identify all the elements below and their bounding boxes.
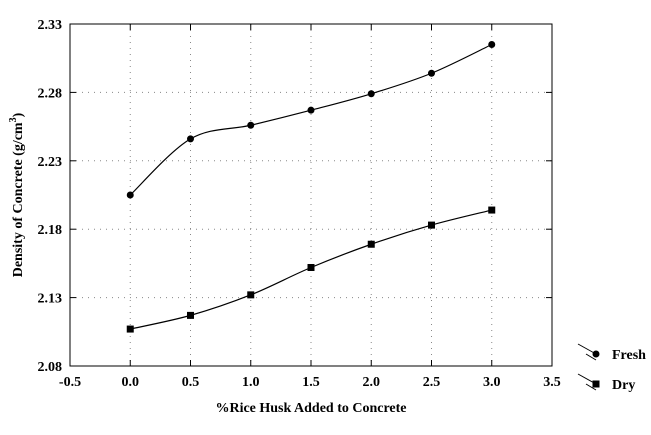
series-line-fresh xyxy=(129,43,493,196)
data-point-fresh xyxy=(428,69,435,77)
y-tick-labels: 2.08 2.13 2.18 2.23 2.28 2.33 xyxy=(38,18,63,375)
y-axis-label-main: Density of Concrete (g/cm xyxy=(11,122,26,277)
x-tick-labels: -0.5 0.0 0.5 1.0 1.5 2.0 2.5 3.0 3.5 xyxy=(59,375,561,390)
y-axis-label-superscript: 3 xyxy=(8,117,19,122)
data-point-fresh xyxy=(307,106,315,114)
legend-label-dry: Dry xyxy=(612,378,635,393)
x-tick-label: 1.5 xyxy=(302,375,320,390)
legend: Fresh Dry xyxy=(577,343,646,393)
x-tick-label: 3.0 xyxy=(483,375,501,390)
plot-frame xyxy=(69,23,553,367)
legend-marker-fresh xyxy=(592,350,600,358)
legend-entry-dry: Dry xyxy=(577,373,635,393)
x-tick-label: 1.0 xyxy=(242,375,260,390)
x-tick-label: 3.5 xyxy=(543,375,561,390)
y-tick-label: 2.08 xyxy=(38,360,63,375)
x-tick-label: 0.5 xyxy=(182,375,200,390)
legend-line-tail-fresh xyxy=(585,353,597,361)
grid xyxy=(70,24,552,366)
x-tick-label: 2.5 xyxy=(423,375,441,390)
legend-entry-fresh: Fresh xyxy=(577,343,646,363)
x-tick-label: -0.5 xyxy=(59,375,81,390)
y-tick-label: 2.13 xyxy=(38,292,63,307)
legend-marker-dry xyxy=(592,380,600,388)
data-point-dry xyxy=(428,221,435,229)
data-point-dry xyxy=(367,240,375,248)
series-layer xyxy=(126,41,496,333)
data-point-dry xyxy=(187,311,194,319)
y-axis-label-close: ) xyxy=(11,112,26,117)
data-point-fresh xyxy=(126,191,134,199)
series-dry xyxy=(126,206,496,333)
y-tick-label: 2.33 xyxy=(38,18,63,33)
legend-line-tail-dry xyxy=(585,383,597,391)
data-point-fresh xyxy=(187,135,194,143)
legend-label-fresh: Fresh xyxy=(612,348,646,363)
data-point-dry xyxy=(126,325,134,333)
data-point-fresh xyxy=(367,90,375,98)
y-tick-label: 2.18 xyxy=(38,223,63,238)
y-axis-label: Density of Concrete (g/cm3) xyxy=(8,112,26,277)
data-point-fresh xyxy=(488,41,496,49)
data-point-dry xyxy=(488,206,496,214)
x-tick-label: 0.0 xyxy=(122,375,140,390)
y-tick-label: 2.28 xyxy=(38,86,63,101)
series-fresh xyxy=(126,41,496,199)
data-point-dry xyxy=(247,291,255,299)
data-point-fresh xyxy=(247,121,255,129)
data-point-dry xyxy=(307,264,315,272)
x-tick-label: 2.0 xyxy=(363,375,381,390)
x-axis-label: %Rice Husk Added to Concrete xyxy=(215,401,406,416)
y-tick-label: 2.23 xyxy=(38,155,63,170)
tick-marks xyxy=(69,23,553,367)
